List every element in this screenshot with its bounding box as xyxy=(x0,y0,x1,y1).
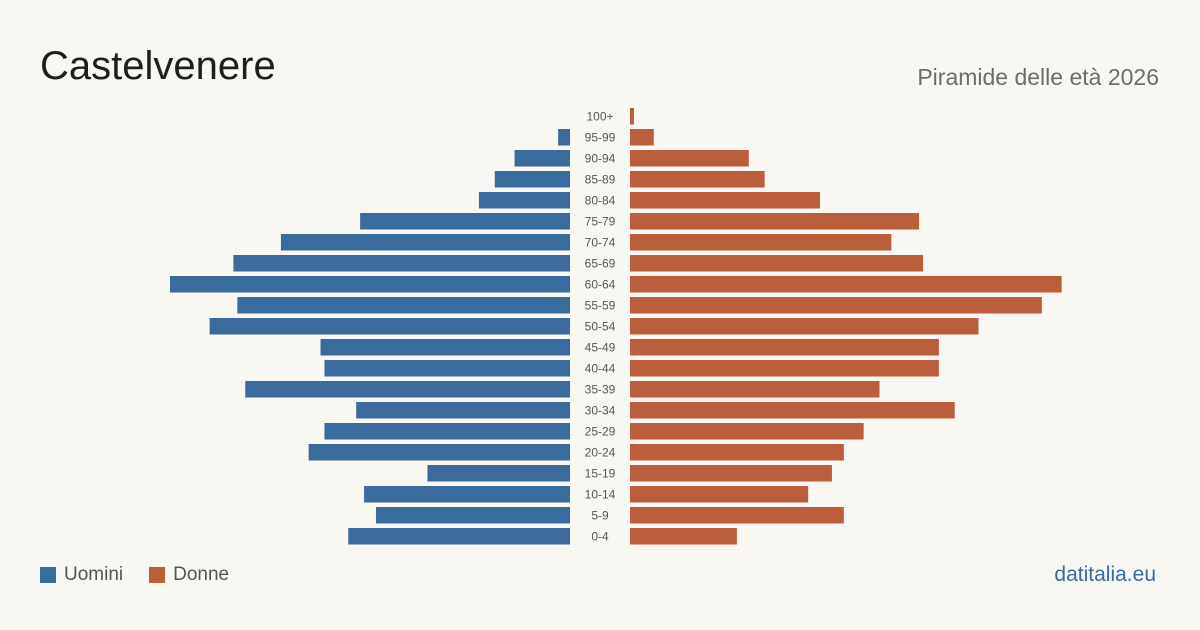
bar-women-100+ xyxy=(630,108,634,125)
age-label: 20-24 xyxy=(585,445,616,459)
legend-item-women: Donne xyxy=(149,564,229,586)
age-label: 40-44 xyxy=(585,361,616,375)
age-label: 80-84 xyxy=(585,193,616,207)
bar-women-20-24 xyxy=(630,444,844,461)
bar-men-40-44 xyxy=(324,360,570,377)
bar-women-40-44 xyxy=(630,360,939,377)
bar-women-25-29 xyxy=(630,423,864,440)
bar-men-90-94 xyxy=(514,150,570,167)
age-label: 5-9 xyxy=(591,508,609,522)
legend-item-men: Uomini xyxy=(40,564,123,586)
bar-men-25-29 xyxy=(324,423,570,440)
bar-men-20-24 xyxy=(308,444,570,461)
bar-women-35-39 xyxy=(630,381,880,398)
bar-women-95-99 xyxy=(630,129,654,146)
legend-men-label: Uomini xyxy=(64,564,124,585)
bar-men-60-64 xyxy=(170,276,571,293)
age-label: 85-89 xyxy=(585,172,616,186)
legend-women-label: Donne xyxy=(173,564,230,585)
bar-women-55-59 xyxy=(630,297,1042,314)
bar-women-45-49 xyxy=(630,339,939,356)
bar-men-0-4 xyxy=(348,528,570,545)
age-label: 55-59 xyxy=(585,298,616,312)
chart-subtitle: Piramide delle età 2026 xyxy=(917,64,1159,90)
bar-women-70-74 xyxy=(630,234,892,251)
age-label: 90-94 xyxy=(585,151,616,165)
bar-men-75-79 xyxy=(360,213,570,230)
bar-men-55-59 xyxy=(237,297,571,314)
men-swatch xyxy=(40,567,56,583)
bar-men-50-54 xyxy=(209,318,570,335)
bar-women-50-54 xyxy=(630,318,979,335)
bar-women-15-19 xyxy=(630,465,832,482)
bar-women-30-34 xyxy=(630,402,955,419)
age-label: 0-4 xyxy=(591,529,609,543)
chart-title: Castelvenere xyxy=(40,44,276,88)
bar-women-80-84 xyxy=(630,192,821,209)
bar-men-30-34 xyxy=(356,402,570,419)
age-label: 70-74 xyxy=(585,235,616,249)
age-label: 50-54 xyxy=(585,319,616,333)
bar-women-10-14 xyxy=(630,486,809,503)
legend: Uomini Donne xyxy=(40,564,255,586)
age-label: 75-79 xyxy=(585,214,616,228)
age-label: 100+ xyxy=(586,109,613,123)
age-label: 45-49 xyxy=(585,340,616,354)
bar-men-15-19 xyxy=(427,465,570,482)
bar-men-85-89 xyxy=(494,171,570,188)
bar-men-65-69 xyxy=(233,255,570,272)
age-label: 30-34 xyxy=(585,403,616,417)
bar-women-60-64 xyxy=(630,276,1062,293)
bar-women-75-79 xyxy=(630,213,920,230)
bar-men-10-14 xyxy=(364,486,570,503)
bar-men-5-9 xyxy=(375,507,570,524)
bar-men-70-74 xyxy=(280,234,570,251)
age-label: 10-14 xyxy=(585,487,616,501)
bar-men-95-99 xyxy=(558,129,570,146)
age-label: 95-99 xyxy=(585,130,616,144)
bar-men-80-84 xyxy=(478,192,570,209)
bar-men-35-39 xyxy=(245,381,570,398)
bar-men-45-49 xyxy=(320,339,570,356)
bar-women-0-4 xyxy=(630,528,737,545)
women-swatch xyxy=(149,567,166,583)
age-label: 60-64 xyxy=(585,277,616,291)
bar-women-90-94 xyxy=(630,150,749,167)
brand-link[interactable]: datitalia.eu xyxy=(1054,563,1156,586)
age-label: 65-69 xyxy=(585,256,616,270)
bar-women-5-9 xyxy=(630,507,844,524)
age-label: 25-29 xyxy=(585,424,616,438)
age-label: 35-39 xyxy=(585,382,616,396)
age-label: 15-19 xyxy=(585,466,616,480)
bar-women-65-69 xyxy=(630,255,924,272)
bar-women-85-89 xyxy=(630,171,765,188)
